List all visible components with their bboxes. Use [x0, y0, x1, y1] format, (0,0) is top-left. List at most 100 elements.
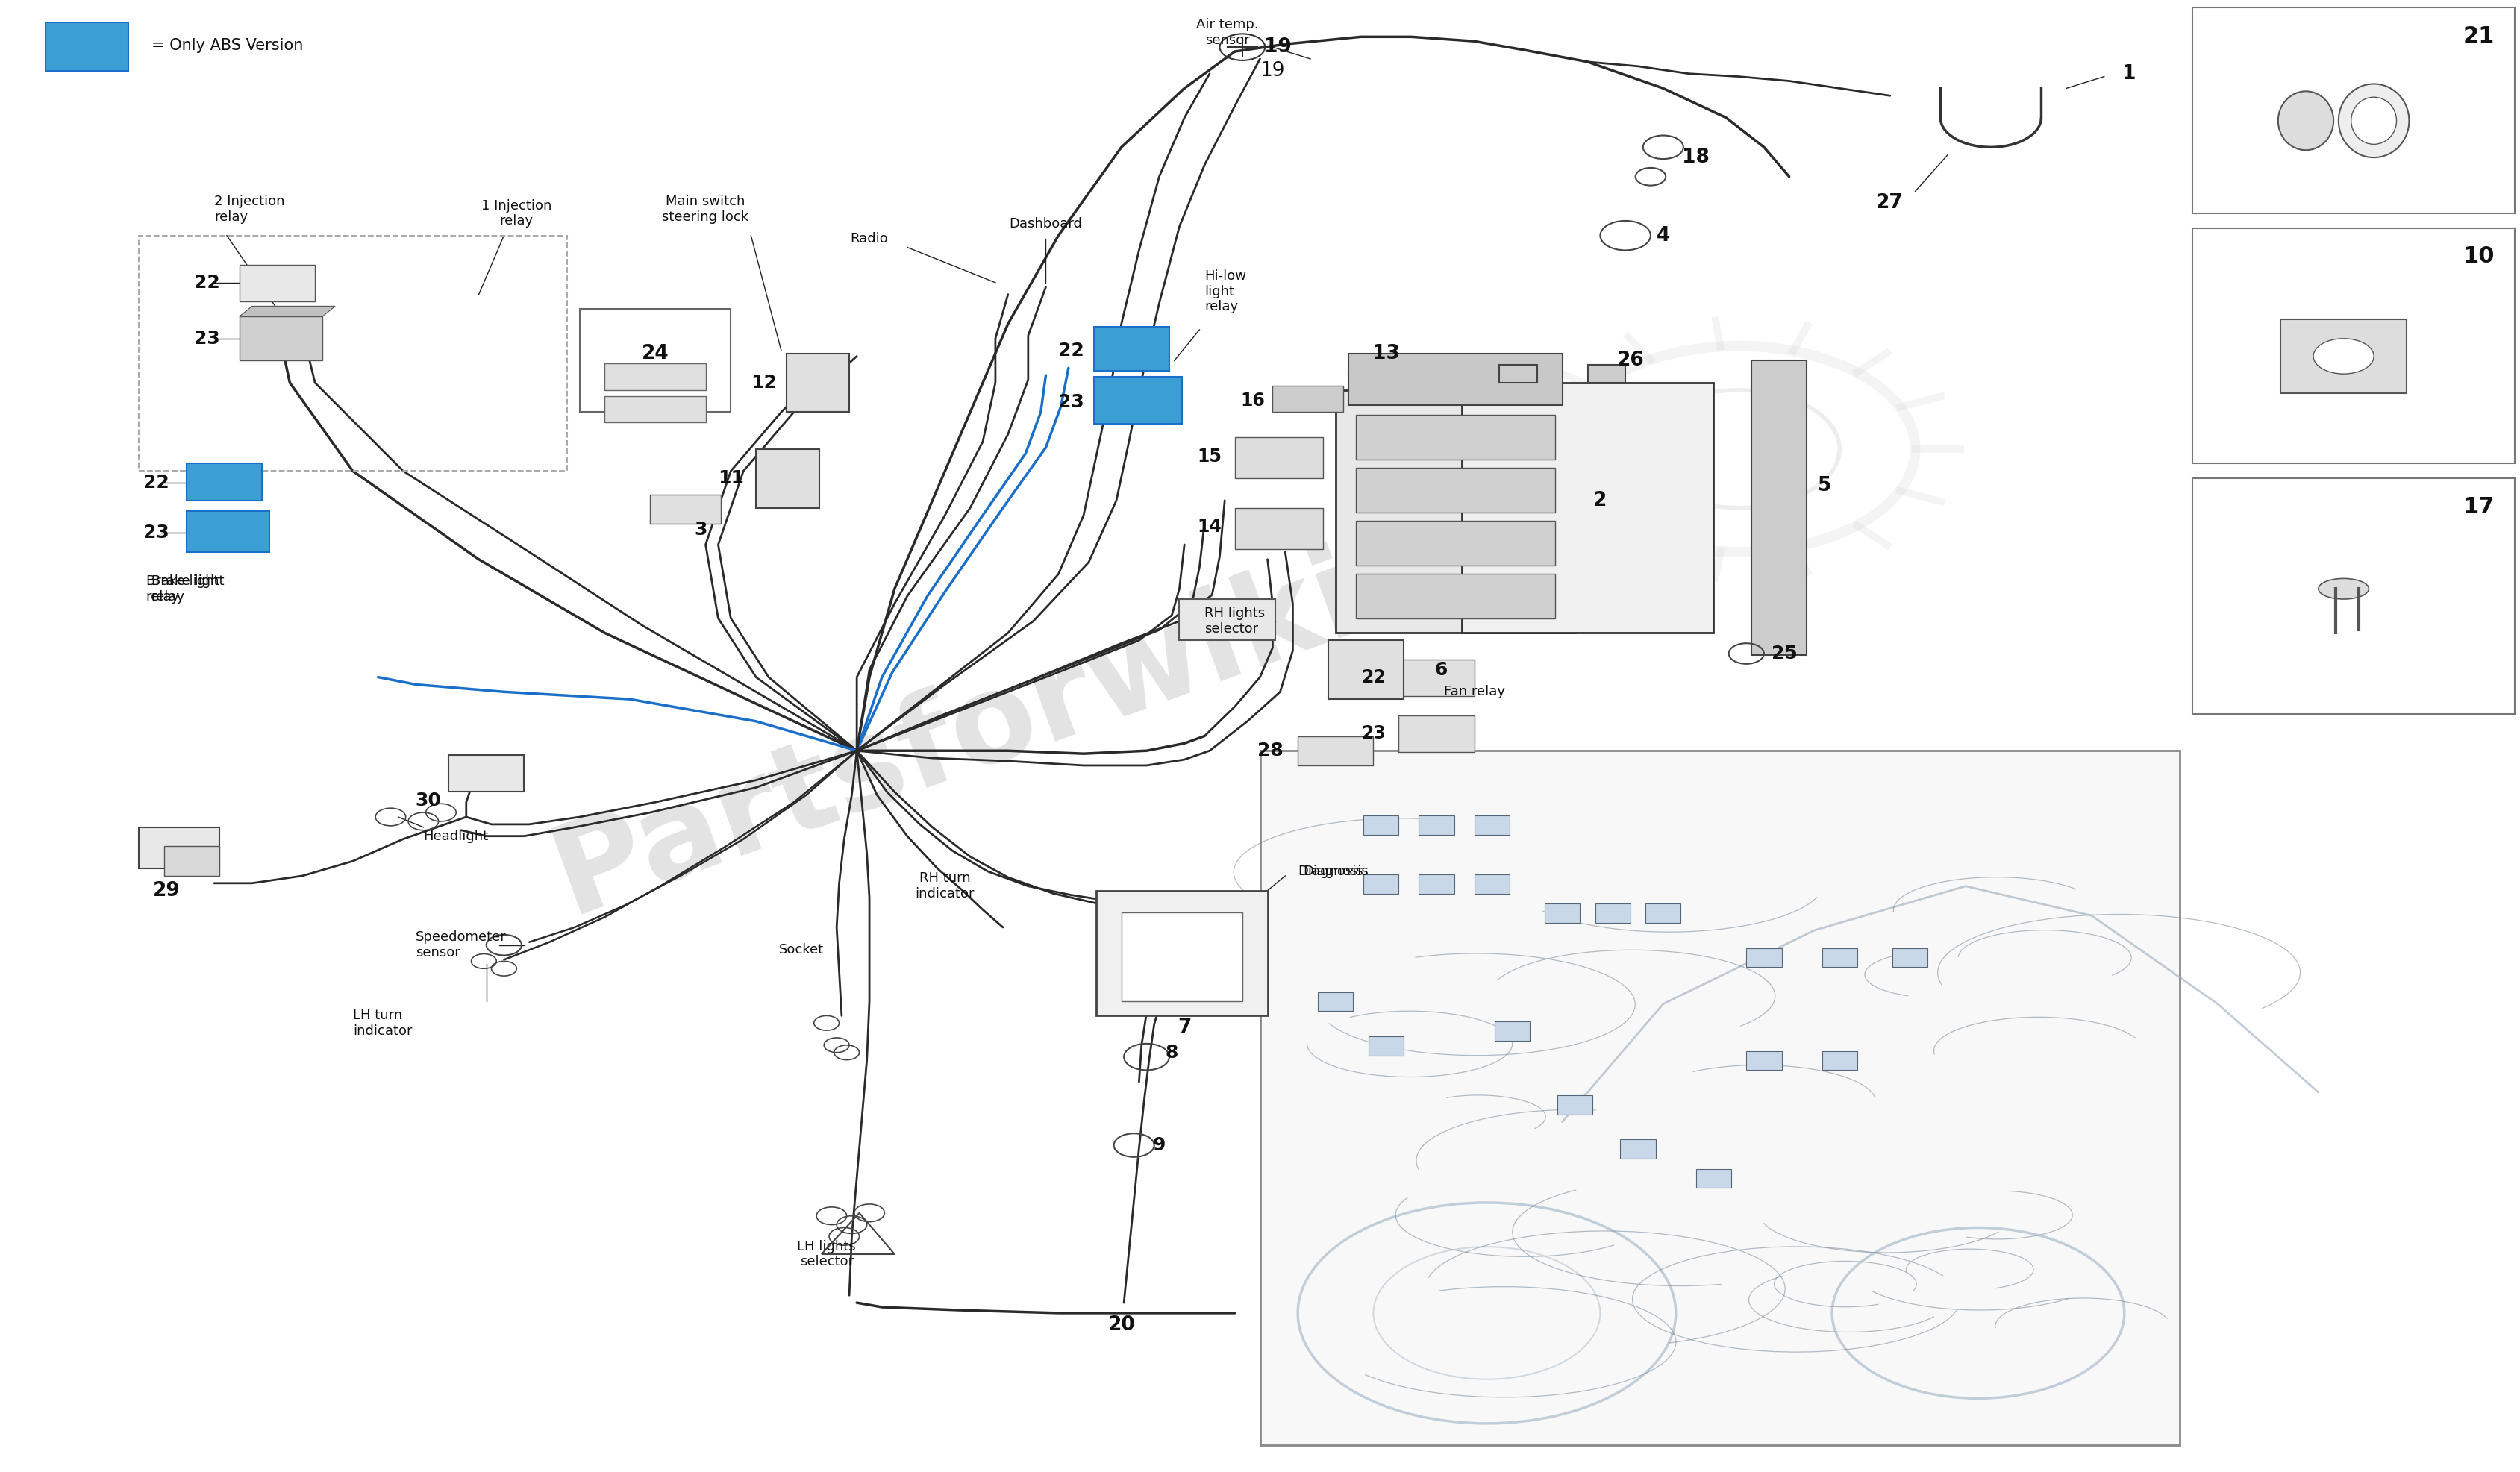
Bar — [1336, 390, 1575, 633]
Bar — [1419, 874, 1454, 894]
Text: 8: 8 — [1164, 1044, 1179, 1061]
Bar — [605, 364, 706, 390]
Bar — [1348, 353, 1562, 405]
Bar — [1474, 815, 1509, 835]
Bar — [1235, 508, 1323, 549]
Bar — [1179, 599, 1275, 640]
Bar — [1893, 948, 1928, 967]
Text: 27: 27 — [1877, 193, 1903, 213]
Bar — [45, 22, 129, 71]
Bar — [1462, 383, 1714, 633]
Text: 22: 22 — [1058, 342, 1084, 359]
Text: Partsforwiki: Partsforwiki — [537, 533, 1378, 939]
Bar — [164, 846, 219, 876]
Text: 10: 10 — [2462, 246, 2495, 268]
Text: Radio: Radio — [849, 231, 890, 246]
Text: Hi-low
light
relay: Hi-low light relay — [1205, 269, 1247, 314]
Text: Fan relay: Fan relay — [1444, 684, 1504, 699]
Bar — [1363, 815, 1399, 835]
Bar — [580, 309, 731, 412]
Bar — [1094, 327, 1169, 371]
Text: 26: 26 — [1618, 350, 1643, 371]
Text: 17: 17 — [2462, 496, 2495, 518]
Text: 4: 4 — [1656, 225, 1671, 246]
Bar — [1260, 751, 2180, 1446]
Text: 5: 5 — [1817, 475, 1832, 496]
Bar — [786, 353, 849, 412]
Bar — [1595, 904, 1630, 923]
Text: 19: 19 — [1265, 37, 1290, 57]
Ellipse shape — [2339, 84, 2409, 158]
Bar — [449, 755, 524, 792]
Bar — [1545, 904, 1580, 923]
Text: 2: 2 — [1593, 490, 1608, 511]
Text: 3: 3 — [693, 521, 708, 539]
Bar — [1328, 640, 1404, 699]
Bar — [2192, 7, 2515, 213]
Text: 20: 20 — [1109, 1314, 1134, 1335]
Text: Socket: Socket — [779, 942, 824, 957]
Ellipse shape — [2318, 578, 2369, 599]
Bar — [1121, 913, 1242, 1001]
Bar — [756, 449, 819, 508]
Bar — [1094, 377, 1182, 424]
Bar — [1588, 365, 1625, 383]
Bar — [1499, 365, 1537, 383]
Bar — [1751, 361, 1807, 655]
Bar — [139, 827, 219, 868]
Text: 30: 30 — [416, 792, 441, 810]
Bar — [1746, 1051, 1782, 1070]
Ellipse shape — [2351, 97, 2397, 144]
Bar — [1356, 415, 1555, 459]
Bar — [1273, 386, 1343, 412]
Text: = Only ABS Version: = Only ABS Version — [151, 38, 302, 53]
Text: 23: 23 — [144, 524, 169, 542]
Text: Main switch
steering lock: Main switch steering lock — [663, 194, 748, 224]
Text: Diagnosis: Diagnosis — [1303, 864, 1368, 879]
Text: 21: 21 — [2462, 25, 2495, 47]
Text: 28: 28 — [1257, 742, 1283, 760]
Bar — [1557, 1095, 1593, 1114]
Text: RH turn
indicator: RH turn indicator — [915, 871, 975, 901]
Text: 18: 18 — [1683, 147, 1709, 168]
Text: 1 Injection
relay: 1 Injection relay — [481, 199, 552, 228]
Bar — [1356, 521, 1555, 565]
Bar — [1399, 659, 1474, 696]
Bar — [1399, 715, 1474, 752]
Bar — [1746, 948, 1782, 967]
Bar — [1822, 1051, 1857, 1070]
Text: 7: 7 — [1177, 1017, 1192, 1038]
Bar — [2281, 319, 2407, 393]
Text: 23: 23 — [1361, 724, 1386, 742]
Text: 29: 29 — [154, 880, 179, 901]
Bar — [239, 265, 315, 302]
Text: 24: 24 — [643, 343, 668, 364]
Bar — [1419, 815, 1454, 835]
Bar — [1494, 1022, 1530, 1041]
Text: 22: 22 — [144, 474, 169, 492]
Circle shape — [2313, 339, 2374, 374]
Text: 15: 15 — [1197, 447, 1222, 465]
Text: 23: 23 — [1058, 393, 1084, 411]
Text: Headlight: Headlight — [423, 829, 489, 843]
Bar — [1318, 992, 1353, 1011]
Bar — [1096, 891, 1268, 1016]
Text: 13: 13 — [1373, 343, 1399, 364]
Text: 6: 6 — [1434, 661, 1449, 679]
Bar — [186, 511, 270, 552]
Bar — [186, 464, 262, 500]
Text: RH lights
selector: RH lights selector — [1205, 606, 1265, 636]
Text: 16: 16 — [1240, 392, 1265, 409]
Bar — [650, 495, 721, 524]
Text: 11: 11 — [718, 470, 743, 487]
Bar — [2192, 478, 2515, 714]
Text: 22: 22 — [194, 274, 219, 291]
Bar — [1356, 468, 1555, 512]
Text: 2 Injection
relay: 2 Injection relay — [214, 194, 285, 224]
Bar — [1368, 1036, 1404, 1055]
Bar — [1696, 1169, 1731, 1188]
Text: 25: 25 — [1772, 645, 1797, 662]
Bar — [239, 316, 323, 361]
Text: 1: 1 — [2122, 63, 2137, 84]
Bar — [1646, 904, 1681, 923]
